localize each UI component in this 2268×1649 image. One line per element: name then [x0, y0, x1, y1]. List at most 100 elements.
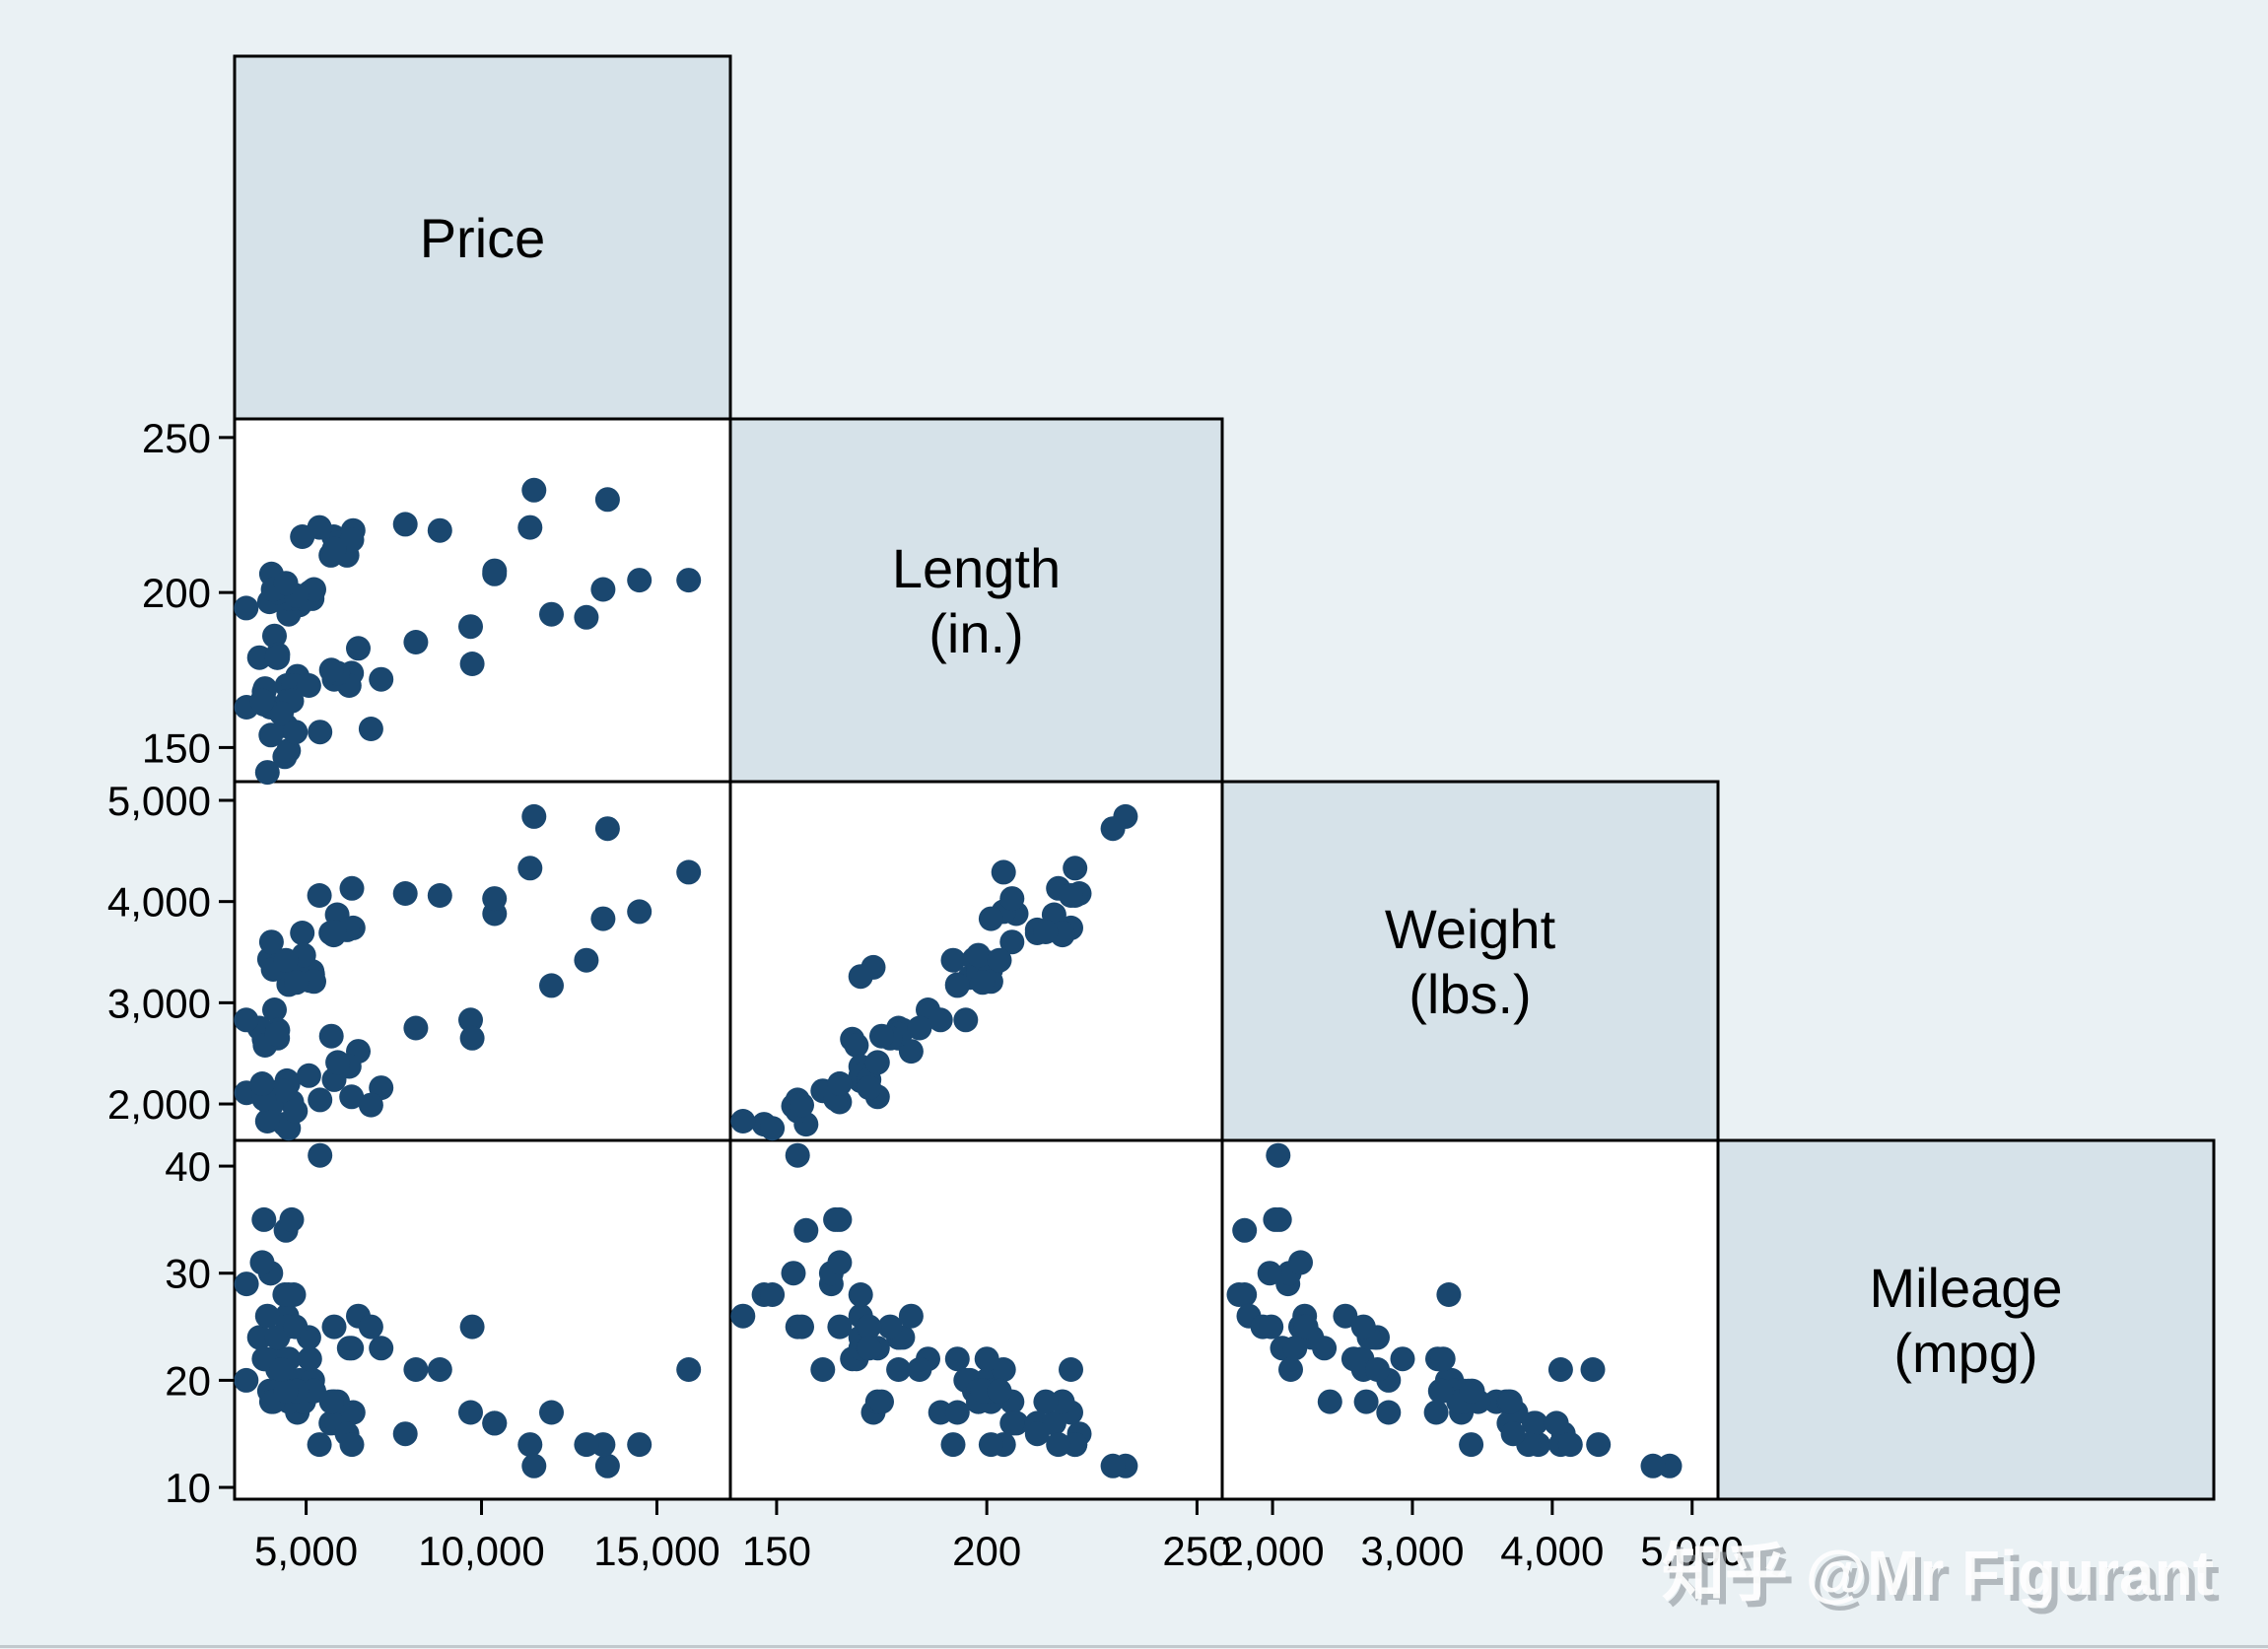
data-point	[1059, 883, 1083, 908]
data-point	[521, 477, 547, 503]
data-point	[346, 636, 371, 661]
data-point	[283, 1098, 309, 1124]
data-point	[1024, 1421, 1050, 1447]
data-point	[590, 906, 616, 931]
data-point	[296, 673, 321, 698]
data-point	[458, 1400, 483, 1425]
data-point	[254, 1109, 280, 1134]
data-point	[403, 630, 429, 654]
data-point	[1059, 1357, 1083, 1382]
data-point	[790, 1314, 814, 1340]
data-point	[358, 717, 383, 741]
data-point	[427, 883, 452, 908]
data-point	[369, 1336, 394, 1361]
data-point	[318, 1023, 344, 1049]
data-point	[262, 997, 287, 1022]
data-point	[539, 601, 564, 627]
data-point	[246, 645, 272, 670]
x-tick-label-length: 150	[742, 1528, 811, 1574]
data-point	[1266, 1142, 1291, 1168]
points-mpg-vs-weight	[1226, 1142, 1683, 1478]
data-point	[521, 803, 547, 829]
y-tick-label-length: 150	[142, 724, 211, 771]
x-tick-label-length: 200	[952, 1528, 1021, 1574]
data-point	[276, 1282, 302, 1307]
data-point	[1580, 1357, 1606, 1382]
data-point	[760, 1282, 786, 1307]
data-point	[1353, 1389, 1379, 1414]
data-point	[307, 1432, 332, 1458]
data-point	[844, 1033, 869, 1058]
data-point	[318, 1389, 344, 1414]
data-point	[1497, 1389, 1523, 1414]
data-point	[369, 666, 394, 692]
data-point	[857, 1336, 882, 1361]
data-point	[249, 1250, 275, 1275]
data-point	[290, 921, 315, 945]
data-point	[1390, 1346, 1415, 1372]
data-point	[823, 1206, 849, 1232]
points-mpg-vs-length	[730, 1142, 1138, 1478]
data-point	[1640, 1453, 1666, 1478]
watermark: 知乎 @Mr Figurant	[1662, 1538, 2214, 1609]
data-point	[848, 1282, 873, 1307]
data-point	[907, 1357, 932, 1382]
data-point	[1423, 1400, 1449, 1425]
data-point	[325, 1050, 351, 1075]
data-point	[966, 942, 992, 968]
data-point	[1033, 920, 1059, 944]
data-point	[898, 1039, 924, 1065]
data-point	[877, 1314, 903, 1340]
data-point	[521, 1453, 547, 1478]
data-point	[482, 1410, 508, 1436]
data-point	[392, 881, 418, 906]
screenshot-bottom-edge	[0, 1645, 2268, 1648]
data-point	[482, 886, 508, 912]
x-tick-label-price: 15,000	[593, 1528, 720, 1574]
data-point	[264, 645, 290, 670]
data-point	[339, 875, 365, 901]
data-point	[249, 688, 275, 714]
data-point	[258, 929, 284, 955]
data-point	[1365, 1357, 1390, 1382]
data-point	[517, 856, 543, 881]
data-point	[944, 1346, 970, 1372]
x-tick-label-weight: 2,000	[1221, 1528, 1325, 1574]
data-point	[907, 1015, 932, 1041]
data-point	[1459, 1378, 1484, 1404]
data-point	[459, 1025, 485, 1051]
data-point	[1259, 1314, 1284, 1340]
data-point	[953, 1007, 979, 1033]
y-tick-label-weight: 2,000	[107, 1081, 211, 1128]
data-point	[1278, 1357, 1303, 1382]
data-point	[264, 1325, 290, 1350]
data-point	[848, 964, 873, 990]
points-weight-vs-length	[730, 803, 1138, 1141]
data-point	[459, 1314, 485, 1340]
y-tick-label-weight: 3,000	[107, 980, 211, 1026]
data-point	[358, 1314, 383, 1340]
data-point	[392, 1421, 418, 1447]
data-point	[944, 973, 970, 998]
data-point	[336, 1336, 362, 1361]
data-point	[781, 1261, 806, 1286]
data-point	[284, 970, 309, 996]
data-point	[273, 571, 299, 596]
data-point	[273, 1378, 299, 1404]
data-point	[1282, 1336, 1308, 1361]
points-weight-vs-price	[234, 803, 702, 1141]
x-tick-label-weight: 5,000	[1640, 1528, 1744, 1574]
data-point	[249, 1071, 275, 1096]
data-point	[594, 816, 620, 842]
data-point	[308, 1087, 333, 1113]
x-tick-label-length: 250	[1162, 1528, 1231, 1574]
data-point	[1257, 1261, 1282, 1286]
data-point	[517, 1432, 543, 1458]
data-point	[898, 1303, 924, 1329]
data-point	[1430, 1346, 1456, 1372]
data-point	[234, 1271, 259, 1297]
data-point	[999, 1410, 1025, 1436]
data-point	[1046, 1432, 1071, 1458]
data-point	[392, 512, 418, 537]
data-point	[886, 1357, 912, 1382]
